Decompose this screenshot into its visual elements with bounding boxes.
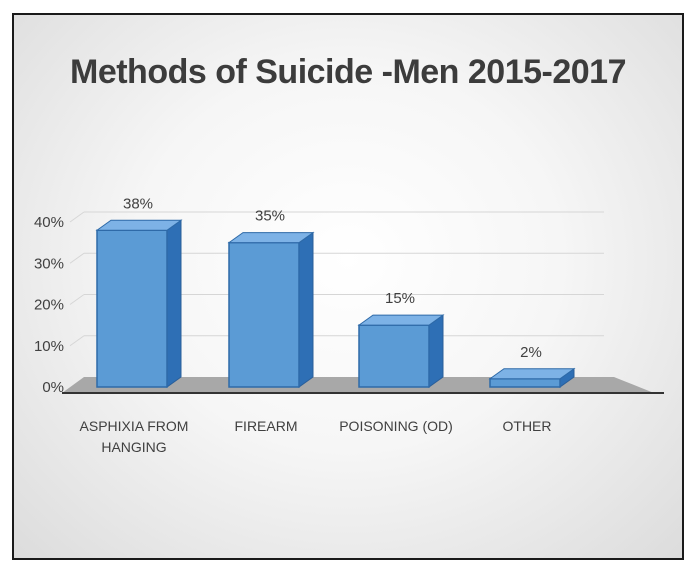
bar [358,324,430,388]
y-tick-label: 20% [34,297,64,314]
bar-top [357,314,445,326]
bar-top [488,368,576,380]
data-label: 38% [123,195,153,212]
data-label: 35% [255,208,285,225]
bar-chart: 0% 10% 20% 30% 40% 38% ASPHIXIA FROM HANGING 35%… [34,195,664,455]
x-tick-label: OTHER [503,418,552,434]
y-tick-label: 10% [34,338,64,355]
bar-side [428,314,444,388]
bar [489,378,561,388]
bar [228,241,300,388]
x-tick-label: ASPHIXIA FROM [80,418,189,434]
bar [96,229,168,388]
bar-top [95,219,183,231]
bar-top [227,232,315,244]
x-tick-label: POISONING (OD) [339,418,453,434]
gridline-depth [69,294,85,305]
data-label: 2% [520,344,542,361]
chart-frame: Methods of Suicide -Men 2015-2017 0% 10% 2… [12,13,684,560]
data-label: 15% [385,290,415,307]
bar-side [298,231,314,388]
bar-side [166,219,182,388]
gridline-depth [69,252,85,264]
y-tick-label: 0% [42,379,64,396]
gridline-depth [69,335,85,347]
y-tick-label: 40% [34,214,64,231]
gridline-depth [69,211,85,223]
x-tick-label: HANGING [101,439,166,455]
x-tick-label: FIREARM [235,418,298,434]
y-tick-label: 30% [34,255,64,272]
chart-title: Methods of Suicide -Men 2015-2017 [70,53,627,91]
